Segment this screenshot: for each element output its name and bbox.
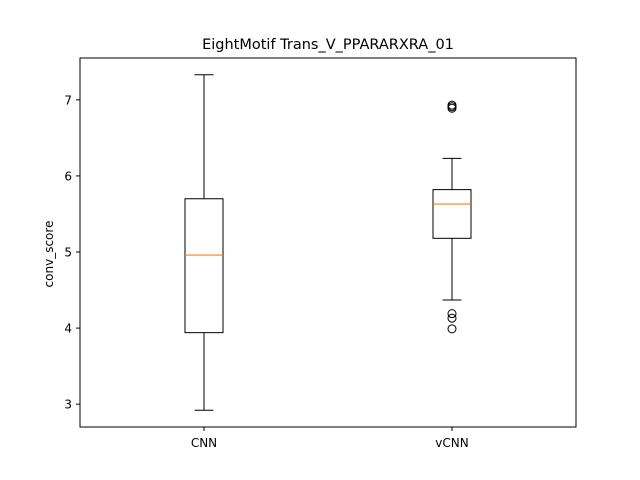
axes-frame bbox=[79, 57, 577, 428]
y-tick-label: 4 bbox=[64, 322, 72, 336]
y-axis-label: conv_score bbox=[42, 221, 56, 288]
y-tick-label: 7 bbox=[64, 93, 72, 107]
outlier-point bbox=[447, 324, 457, 334]
x-tick-label: CNN bbox=[191, 436, 217, 450]
y-tick-label: 6 bbox=[64, 169, 72, 183]
outlier-point bbox=[447, 309, 457, 319]
outlier-point bbox=[447, 100, 457, 110]
plot-area: 3 4 5 6 7 CNN vCNN bbox=[64, 74, 472, 450]
box-iqr bbox=[432, 189, 472, 239]
box-iqr bbox=[184, 198, 224, 334]
outlier-point bbox=[447, 313, 457, 323]
y-tick-label: 5 bbox=[64, 246, 72, 260]
x-tick-label: vCNN bbox=[435, 436, 468, 450]
y-tick-label: 3 bbox=[64, 398, 72, 412]
chart-title: EightMotif Trans_V_PPARARXRA_01 bbox=[202, 37, 454, 53]
